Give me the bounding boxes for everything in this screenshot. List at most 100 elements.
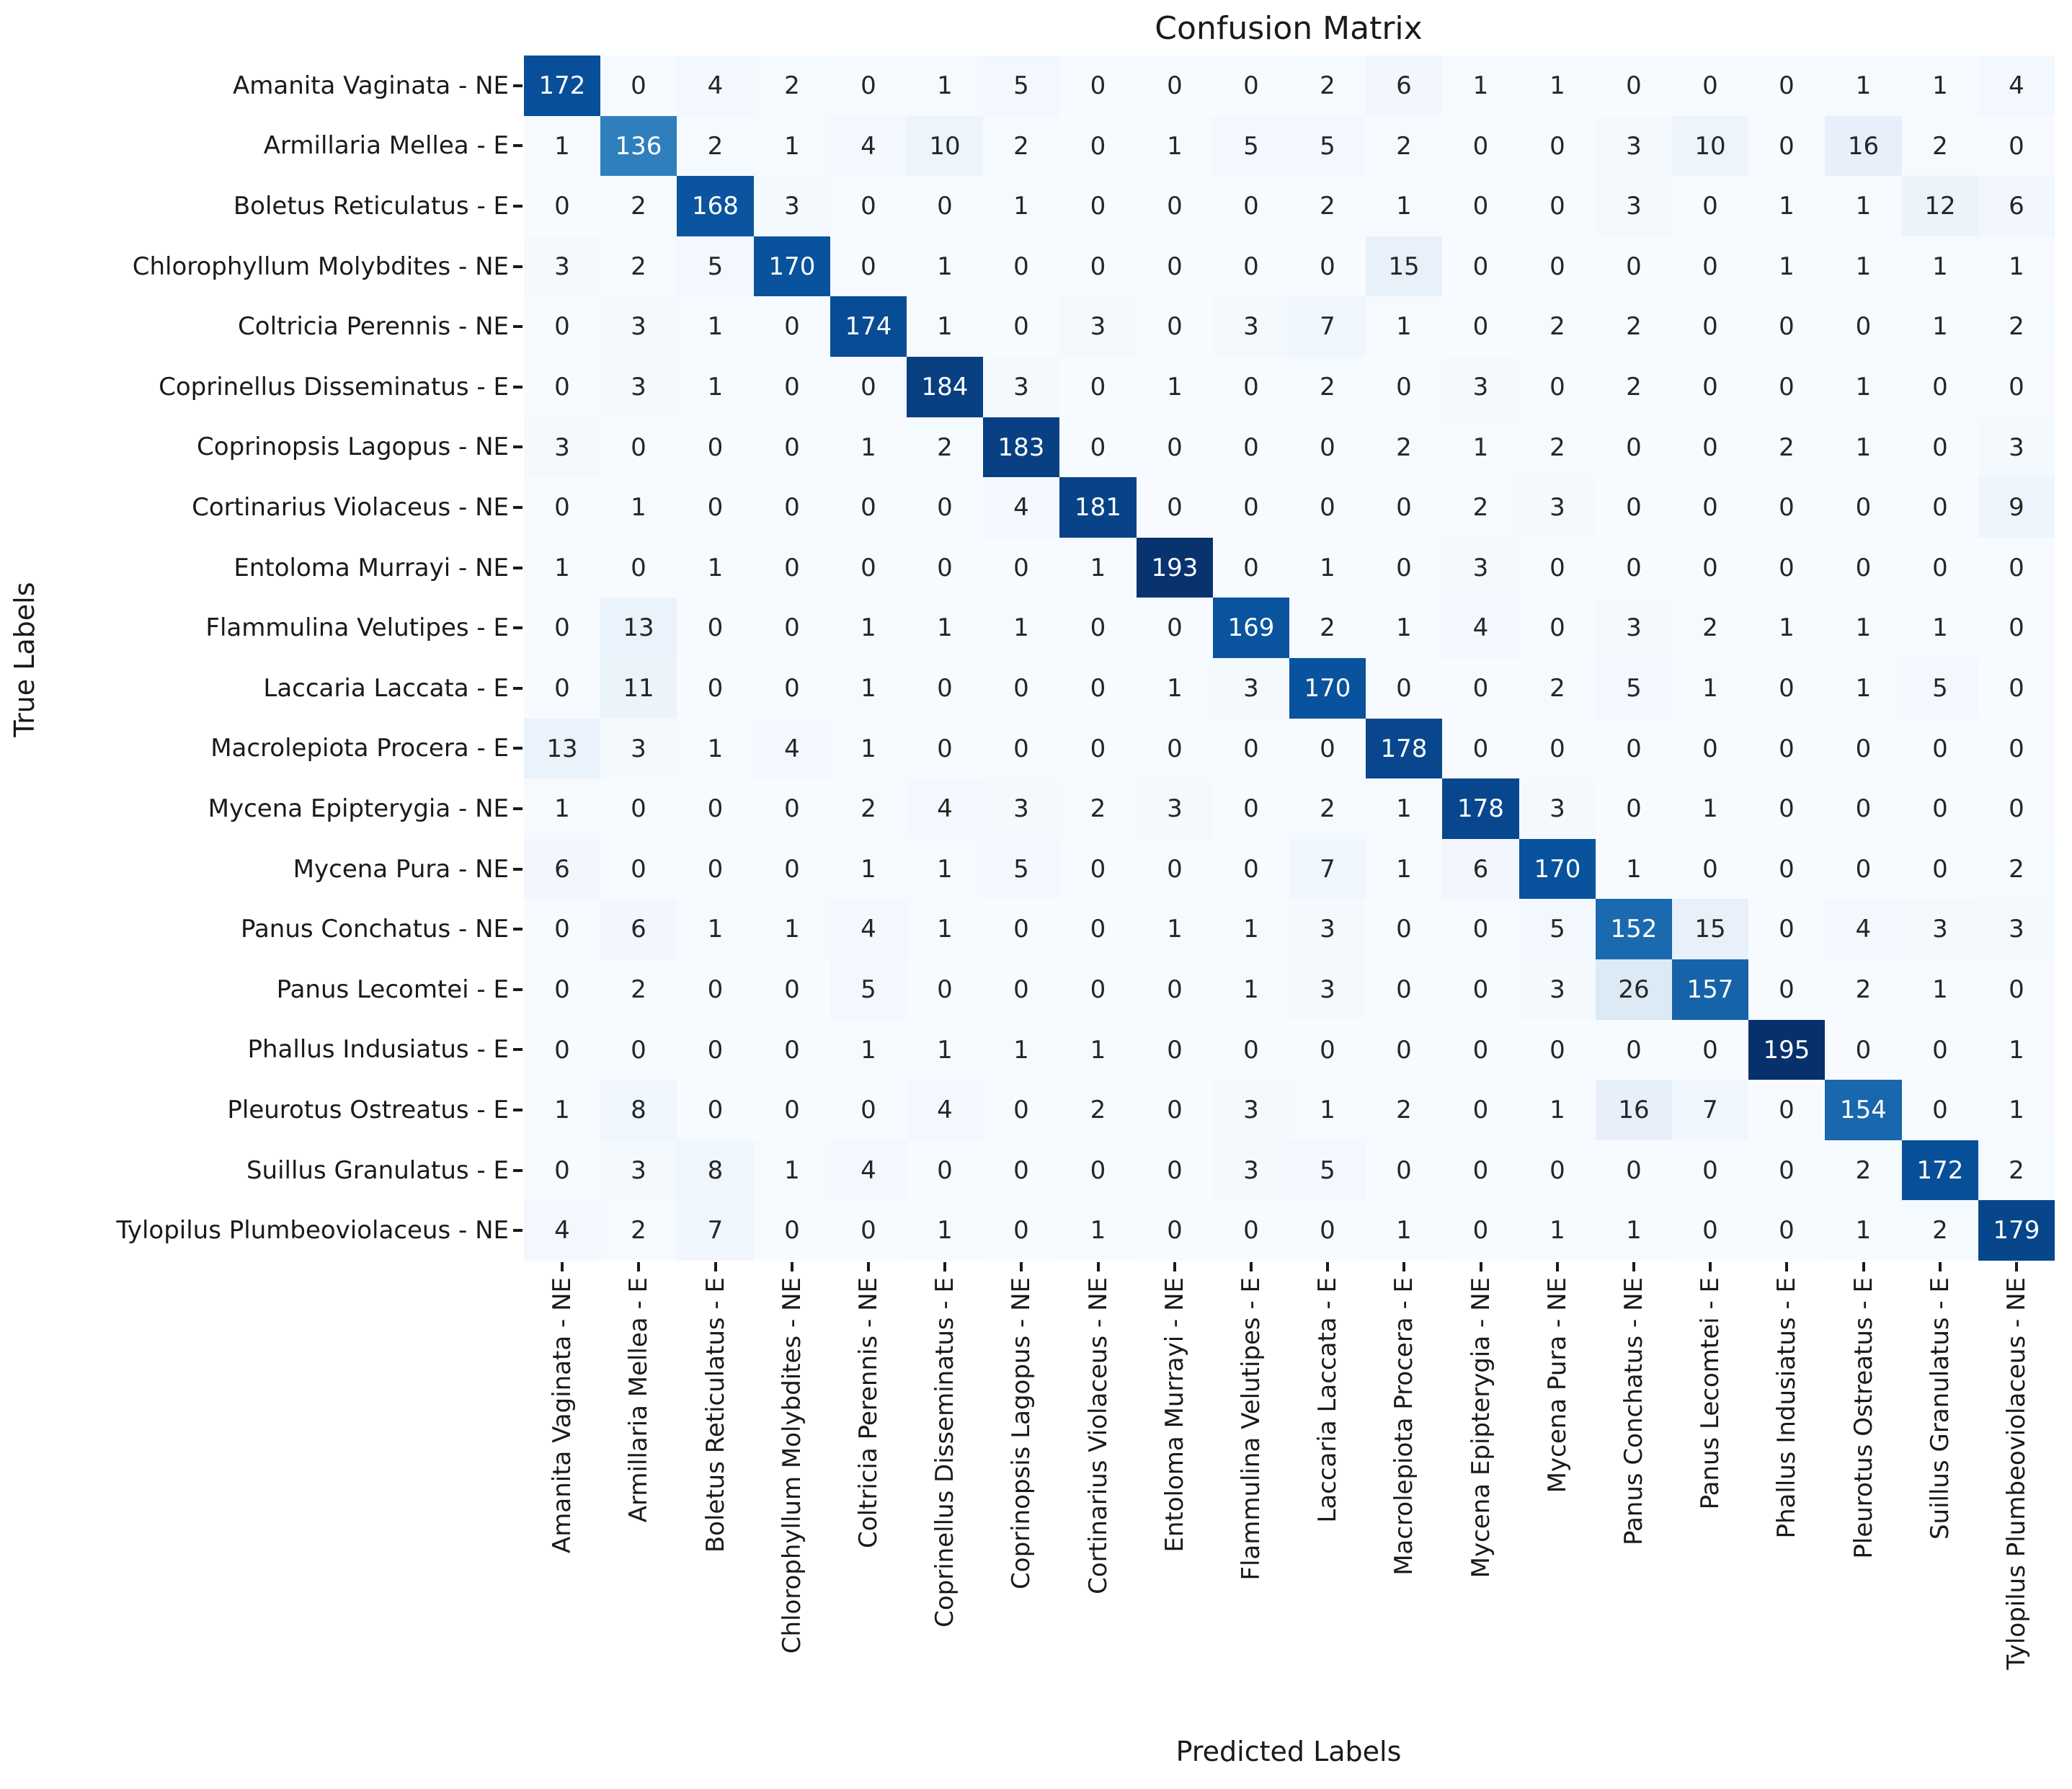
heatmap-cell: 0 bbox=[1748, 538, 1825, 598]
heatmap-cell: 1 bbox=[1137, 658, 1213, 719]
heatmap-cell: 1 bbox=[1825, 417, 1902, 477]
heatmap-cell: 4 bbox=[754, 719, 830, 778]
heatmap-cell: 0 bbox=[677, 1080, 754, 1140]
chart-title: Confusion Matrix bbox=[1155, 10, 1423, 47]
heatmap-cell: 0 bbox=[1059, 899, 1137, 959]
y-tick-label: Chlorophyllum Molybdites - NE bbox=[132, 252, 509, 281]
heatmap-cell: 0 bbox=[754, 477, 830, 538]
heatmap-cell: 12 bbox=[1902, 176, 1978, 236]
heatmap-cell: 0 bbox=[830, 538, 907, 598]
heatmap-cell: 2 bbox=[1289, 56, 1366, 116]
heatmap-cell: 0 bbox=[1059, 1140, 1137, 1200]
heatmap-cell: 3 bbox=[1213, 296, 1289, 357]
heatmap-cell: 2 bbox=[907, 417, 983, 477]
heatmap-cell: 0 bbox=[1978, 658, 2055, 719]
x-tick-label: Mycena Pura - NE bbox=[1543, 1277, 1572, 1493]
heatmap-cell: 9 bbox=[1978, 477, 2055, 538]
x-tick-label: Suillus Granulatus - E bbox=[1926, 1277, 1955, 1540]
heatmap-cell: 0 bbox=[1059, 719, 1137, 778]
heatmap-cell: 1 bbox=[1902, 959, 1978, 1020]
heatmap-cell: 1 bbox=[907, 296, 983, 357]
heatmap-cell: 1 bbox=[1366, 598, 1442, 658]
heatmap-cell: 2 bbox=[1519, 658, 1596, 719]
x-tick-mark bbox=[2015, 1262, 2018, 1271]
heatmap-cell: 0 bbox=[1059, 56, 1137, 116]
heatmap-cell: 0 bbox=[1137, 598, 1213, 658]
heatmap-cell: 0 bbox=[1596, 538, 1672, 598]
heatmap-cell: 0 bbox=[1672, 1020, 1748, 1080]
heatmap-cell: 178 bbox=[1366, 719, 1442, 778]
heatmap-cell: 1 bbox=[907, 1020, 983, 1080]
heatmap-cell: 1 bbox=[1137, 116, 1213, 176]
heatmap-cell: 0 bbox=[907, 176, 983, 236]
heatmap-cell: 0 bbox=[1137, 1200, 1213, 1261]
heatmap-cell: 0 bbox=[1519, 357, 1596, 417]
heatmap-cell: 1 bbox=[907, 236, 983, 296]
heatmap-cell: 1 bbox=[907, 598, 983, 658]
heatmap-cell: 183 bbox=[983, 417, 1059, 477]
heatmap-cell: 0 bbox=[1519, 538, 1596, 598]
heatmap-cell: 0 bbox=[1825, 1020, 1902, 1080]
heatmap-cell: 1 bbox=[1442, 417, 1519, 477]
heatmap-cell: 1 bbox=[1596, 839, 1672, 899]
x-tick-label: Amanita Vaginata - NE bbox=[548, 1277, 577, 1554]
heatmap-cell: 0 bbox=[1442, 296, 1519, 357]
heatmap-cell: 0 bbox=[1137, 477, 1213, 538]
heatmap-cell: 0 bbox=[1137, 236, 1213, 296]
heatmap-cell: 2 bbox=[1289, 357, 1366, 417]
x-tick-mark bbox=[561, 1262, 564, 1271]
heatmap-cell: 0 bbox=[1059, 236, 1137, 296]
y-tick-mark bbox=[513, 265, 523, 268]
heatmap-cell: 0 bbox=[983, 1140, 1059, 1200]
heatmap-cell: 0 bbox=[1519, 719, 1596, 778]
heatmap-cell: 0 bbox=[983, 538, 1059, 598]
heatmap-cell: 0 bbox=[1748, 296, 1825, 357]
heatmap-cell: 0 bbox=[754, 357, 830, 417]
heatmap-cell: 2 bbox=[1059, 1080, 1137, 1140]
heatmap-cell: 1 bbox=[1366, 1200, 1442, 1261]
heatmap-cell: 3 bbox=[1289, 899, 1366, 959]
heatmap-cell: 2 bbox=[1902, 116, 1978, 176]
heatmap-cell: 0 bbox=[1059, 176, 1137, 236]
x-tick-mark bbox=[1862, 1262, 1865, 1271]
heatmap-cell: 8 bbox=[600, 1080, 677, 1140]
heatmap-cell: 1 bbox=[1825, 598, 1902, 658]
heatmap-cell: 0 bbox=[677, 477, 754, 538]
heatmap-cell: 26 bbox=[1596, 959, 1672, 1020]
heatmap-cell: 0 bbox=[1059, 417, 1137, 477]
heatmap-cell: 1 bbox=[907, 56, 983, 116]
heatmap-cell: 0 bbox=[1672, 296, 1748, 357]
heatmap-cell: 0 bbox=[1213, 719, 1289, 778]
heatmap-cell: 1 bbox=[1672, 778, 1748, 839]
heatmap-cell: 1 bbox=[1366, 296, 1442, 357]
heatmap-cell: 0 bbox=[1059, 357, 1137, 417]
heatmap-cell: 0 bbox=[1519, 116, 1596, 176]
heatmap-cell: 16 bbox=[1596, 1080, 1672, 1140]
heatmap-cell: 0 bbox=[1213, 236, 1289, 296]
x-tick-mark bbox=[1097, 1262, 1100, 1271]
heatmap-cell: 0 bbox=[1902, 477, 1978, 538]
heatmap-cell: 2 bbox=[1289, 176, 1366, 236]
heatmap-cell: 2 bbox=[1289, 598, 1366, 658]
heatmap-cell: 3 bbox=[1137, 778, 1213, 839]
x-tick-mark bbox=[943, 1262, 946, 1271]
heatmap-cell: 3 bbox=[983, 357, 1059, 417]
heatmap-cell: 0 bbox=[907, 658, 983, 719]
heatmap-cell: 2 bbox=[1978, 839, 2055, 899]
heatmap-cell: 1 bbox=[830, 839, 907, 899]
heatmap-cell: 11 bbox=[600, 658, 677, 719]
heatmap-cell: 10 bbox=[1672, 116, 1748, 176]
heatmap-cell: 2 bbox=[600, 236, 677, 296]
heatmap-cell: 5 bbox=[830, 959, 907, 1020]
heatmap-cell: 2 bbox=[1748, 417, 1825, 477]
heatmap-cell: 1 bbox=[1519, 1080, 1596, 1140]
heatmap-cell: 1 bbox=[1366, 839, 1442, 899]
heatmap-cell: 2 bbox=[1596, 296, 1672, 357]
heatmap-cell: 1 bbox=[754, 899, 830, 959]
x-tick-label: Macrolepiota Procera - E bbox=[1390, 1277, 1418, 1576]
heatmap-cell: 2 bbox=[600, 176, 677, 236]
heatmap-cell: 0 bbox=[1289, 477, 1366, 538]
heatmap-cell: 0 bbox=[1137, 296, 1213, 357]
heatmap-cell: 0 bbox=[983, 1080, 1059, 1140]
heatmap-cell: 3 bbox=[1213, 1140, 1289, 1200]
